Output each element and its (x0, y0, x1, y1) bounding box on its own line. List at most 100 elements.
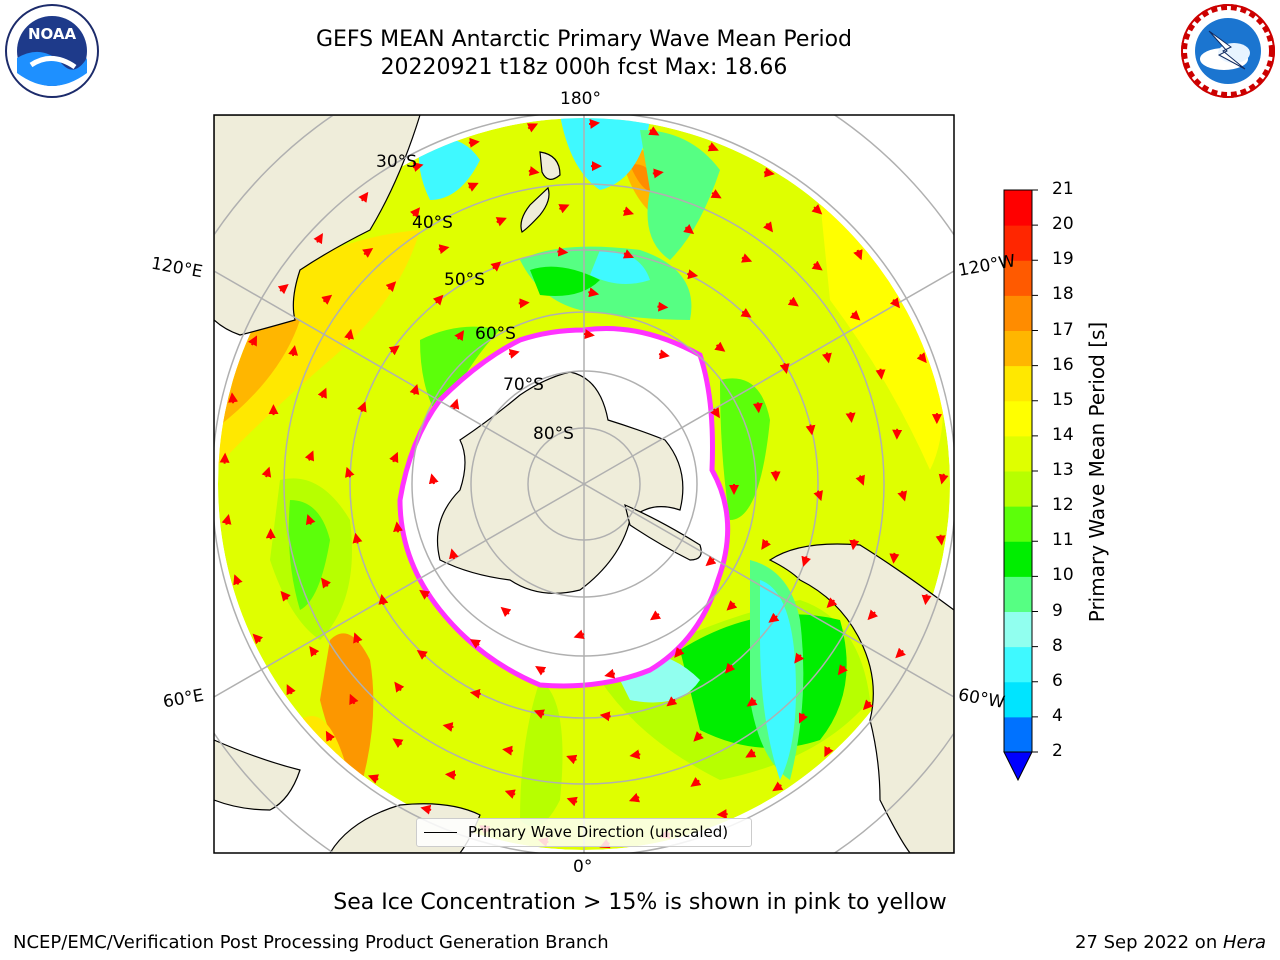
wave-direction-arrow (412, 162, 424, 172)
lon-label-180: 180° (560, 89, 601, 109)
wave-direction-arrow (304, 450, 314, 462)
wave-direction-arrow (897, 490, 908, 502)
wave-direction-arrow (449, 548, 459, 560)
wave-direction-arrow (432, 294, 444, 306)
lon-label-0: 0° (573, 857, 593, 877)
colorbar-tick-label: 10 (1052, 565, 1074, 586)
date-text: 27 Sep 2022 on Hera (1075, 932, 1266, 953)
wave-direction-arrow (787, 296, 799, 307)
wave-direction-arrow (280, 590, 291, 602)
land-south-america (768, 543, 954, 853)
wave-direction-arrow (837, 664, 848, 676)
wave-direction-arrow (693, 731, 704, 742)
wave-direction-arrow (763, 167, 775, 178)
colorbar-band (1004, 716, 1032, 753)
wave-direction-arrow (535, 666, 547, 676)
wave-direction-arrow (490, 261, 502, 272)
wave-direction-arrow (495, 217, 507, 227)
wave-direction-arrow (650, 610, 662, 621)
colorbar-band (1004, 506, 1032, 542)
colorbar-tick-label: 2 (1052, 741, 1063, 761)
wave-direction-arrow (444, 769, 456, 780)
wave-direction-arrow (449, 398, 460, 410)
wave-direction-arrow (566, 796, 578, 807)
colorbar-band (1004, 400, 1032, 437)
wave-direction-arrow (622, 249, 635, 259)
wave-direction-arrow (916, 352, 927, 364)
colorbar-band (1004, 646, 1032, 683)
wave-direction-arrow (845, 411, 856, 424)
wave-direction-arrow (588, 118, 600, 129)
wave-direction-arrow (652, 168, 664, 179)
colorbar-tick-label: 14 (1052, 424, 1074, 445)
colorbar-tick-label: 18 (1052, 284, 1074, 305)
colorbar-tick-label: 21 (1052, 179, 1074, 199)
colorbar-tick-label: 4 (1052, 705, 1063, 726)
wave-direction-arrow (557, 246, 569, 257)
colorbar-tick-label: 11 (1052, 530, 1074, 551)
wave-direction-arrow (895, 647, 906, 659)
wave-direction-arrow (526, 123, 539, 133)
wave-direction-arrow (853, 249, 863, 261)
lat-label-30s: 30°S (376, 152, 417, 172)
credit-text: NCEP/EMC/Verification Post Processing Pr… (13, 932, 609, 953)
wave-direction-arrow (367, 774, 380, 784)
wave-direction-arrow (588, 287, 600, 298)
wave-direction-arrow (822, 352, 832, 364)
colorbar-tick-label: 8 (1052, 635, 1063, 656)
colorbar-band (1004, 295, 1032, 331)
wave-direction-arrow (763, 221, 774, 233)
wave-direction-arrow (321, 577, 332, 589)
wave-direction-arrow (628, 792, 641, 803)
wave-direction-arrow (416, 649, 428, 660)
wave-direction-arrow (467, 182, 479, 192)
wave-direction-arrow (849, 310, 861, 321)
colorbar-tick-label: 12 (1052, 495, 1074, 516)
colorbar-band (1004, 471, 1032, 507)
wave-direction-arrow (566, 754, 578, 765)
wave-direction-arrow (533, 709, 545, 719)
date-value: 27 Sep 2022 on (1075, 932, 1223, 953)
wave-direction-arrow (228, 392, 239, 404)
wave-direction-arrow (707, 142, 719, 152)
wave-direction-arrow (321, 294, 333, 305)
colorbar-band (1004, 225, 1032, 261)
wave-direction-arrow (604, 668, 616, 679)
lat-label-80s: 80°S (533, 424, 574, 444)
wave-direction-arrow (710, 407, 720, 419)
wave-direction-arrow (772, 781, 784, 792)
wave-direction-arrow (583, 329, 595, 340)
wave-direction-arrow (469, 688, 481, 699)
land-new-zealand-north (539, 151, 561, 180)
wave-direction-arrow (221, 513, 232, 525)
wave-direction-arrow (394, 681, 405, 693)
wave-direction-arrows (219, 118, 949, 849)
wave-direction-arrow (286, 684, 296, 696)
colorbar-tick-label: 13 (1052, 460, 1074, 480)
wave-direction-arrow (855, 474, 865, 486)
wave-direction-arrow (648, 126, 660, 136)
wave-direction-arrow (518, 298, 530, 309)
legend-line-swatch (424, 832, 457, 833)
wave-direction-arrow (385, 281, 397, 292)
wave-direction-arrow (629, 749, 641, 760)
svg-text:NOAA: NOAA (28, 25, 77, 43)
nws-logo (1181, 4, 1275, 98)
wave-direction-arrow (935, 534, 946, 546)
wave-direction-arrow (352, 532, 363, 544)
wave-direction-arrow (938, 473, 949, 485)
wave-direction-arrow (442, 722, 454, 732)
colorbar-label: Primary Wave Mean Period [s] (1085, 321, 1109, 623)
wave-direction-arrow (740, 307, 752, 318)
wave-direction-arrow (454, 330, 465, 342)
wave-direction-arrow (392, 738, 404, 749)
wave-direction-arrow (438, 244, 450, 255)
wave-direction-arrow (921, 594, 932, 606)
graticule (214, 115, 954, 853)
wave-direction-arrow (528, 166, 540, 176)
colorbar-extend-triangle (1003, 751, 1033, 782)
chart-title: GEFS MEAN Antarctic Primary Wave Mean Pe… (315, 27, 853, 52)
noaa-logo: NOAA (5, 4, 99, 98)
wave-direction-arrow (261, 466, 272, 478)
